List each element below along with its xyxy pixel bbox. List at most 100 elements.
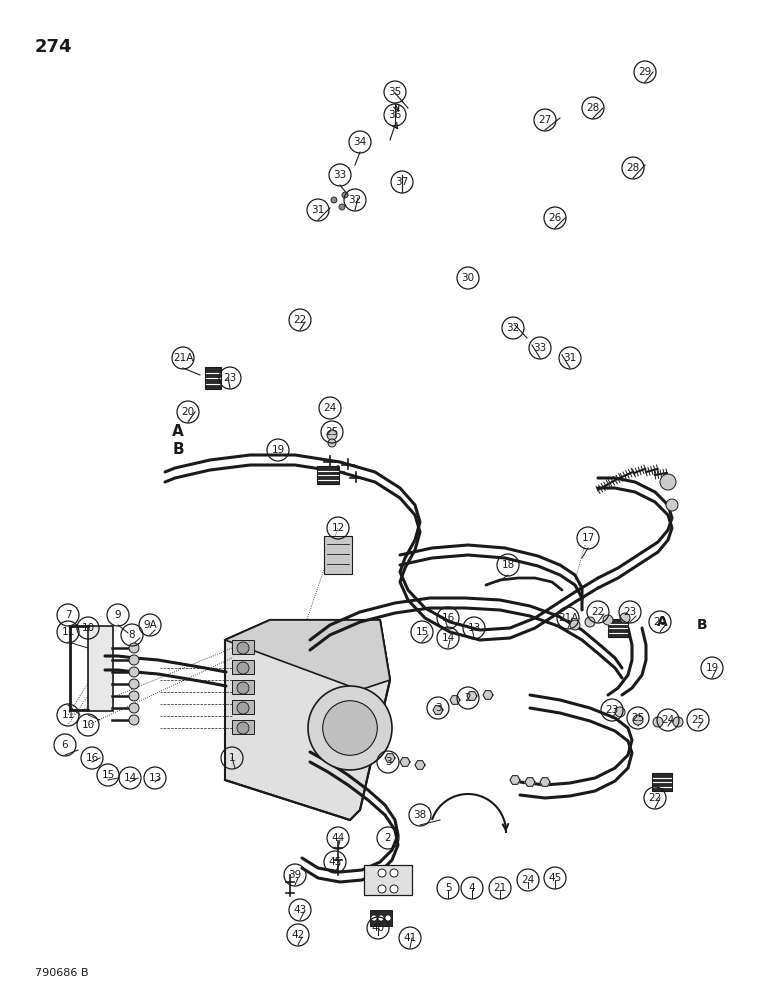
Text: 21A: 21A — [173, 353, 193, 363]
Circle shape — [390, 869, 398, 877]
Polygon shape — [433, 706, 443, 714]
Circle shape — [129, 703, 139, 713]
Circle shape — [327, 430, 337, 440]
Bar — [88, 626, 113, 711]
Circle shape — [339, 204, 345, 210]
Text: 28: 28 — [626, 163, 640, 173]
Text: 23: 23 — [605, 705, 619, 715]
Text: 11: 11 — [62, 710, 75, 720]
Text: 18: 18 — [502, 560, 515, 570]
Circle shape — [378, 869, 386, 877]
Text: 23: 23 — [623, 607, 636, 617]
Bar — [652, 773, 672, 791]
Circle shape — [385, 915, 391, 921]
Polygon shape — [415, 761, 425, 769]
Text: 2: 2 — [465, 693, 471, 703]
Text: 20: 20 — [182, 407, 194, 417]
Text: 21A: 21A — [558, 613, 578, 623]
Text: 11: 11 — [62, 627, 75, 637]
Text: 15: 15 — [101, 770, 115, 780]
Polygon shape — [450, 696, 460, 704]
Text: 30: 30 — [462, 273, 474, 283]
Text: 27: 27 — [538, 115, 551, 125]
Circle shape — [129, 667, 139, 677]
Text: 29: 29 — [638, 67, 651, 77]
Text: 22: 22 — [293, 315, 307, 325]
Text: 19: 19 — [271, 445, 285, 455]
Text: 1: 1 — [229, 753, 236, 763]
Text: 39: 39 — [289, 870, 302, 880]
Text: 2: 2 — [385, 833, 392, 843]
Text: 16: 16 — [441, 613, 455, 623]
Text: 23: 23 — [223, 373, 236, 383]
Text: 43: 43 — [293, 905, 307, 915]
Circle shape — [323, 701, 378, 755]
Circle shape — [615, 707, 625, 717]
Polygon shape — [225, 620, 390, 690]
Bar — [232, 700, 254, 714]
Polygon shape — [400, 758, 410, 766]
Text: 4: 4 — [469, 883, 475, 893]
Text: 31: 31 — [563, 353, 576, 363]
Circle shape — [585, 617, 595, 627]
Circle shape — [331, 197, 337, 203]
Text: 45: 45 — [548, 873, 562, 883]
Text: 22: 22 — [648, 793, 661, 803]
Text: 42: 42 — [292, 930, 305, 940]
Circle shape — [371, 915, 377, 921]
Text: 22: 22 — [591, 607, 604, 617]
Text: 790686 B: 790686 B — [35, 968, 88, 978]
Text: 32: 32 — [506, 323, 519, 333]
Text: 13: 13 — [467, 623, 480, 633]
Text: 19: 19 — [705, 663, 718, 673]
Bar — [232, 720, 254, 734]
Text: 25: 25 — [691, 715, 704, 725]
Text: 24: 24 — [661, 715, 675, 725]
Text: 25: 25 — [325, 427, 339, 437]
Text: 3: 3 — [434, 703, 441, 713]
Circle shape — [129, 643, 139, 653]
Text: 3: 3 — [385, 757, 392, 767]
Text: 9: 9 — [115, 610, 122, 620]
Text: 8: 8 — [129, 630, 135, 640]
Text: 25: 25 — [631, 713, 644, 723]
Text: 10: 10 — [81, 623, 94, 633]
Bar — [205, 367, 221, 389]
Text: 38: 38 — [413, 810, 427, 820]
Text: B: B — [697, 618, 707, 632]
Polygon shape — [525, 778, 535, 786]
Text: 274: 274 — [35, 38, 73, 56]
Polygon shape — [467, 692, 477, 700]
Polygon shape — [540, 778, 550, 786]
Circle shape — [603, 615, 613, 625]
Text: 45: 45 — [328, 857, 342, 867]
Text: 31: 31 — [311, 205, 324, 215]
Circle shape — [129, 715, 139, 725]
Text: 14: 14 — [441, 633, 455, 643]
Circle shape — [237, 662, 249, 674]
Text: 15: 15 — [416, 627, 429, 637]
Text: 33: 33 — [534, 343, 547, 353]
Polygon shape — [510, 776, 520, 784]
Text: 32: 32 — [349, 195, 362, 205]
Text: 9A: 9A — [143, 620, 157, 630]
Text: A: A — [657, 615, 668, 629]
Bar — [317, 466, 339, 484]
Circle shape — [237, 722, 249, 734]
Text: 10: 10 — [81, 720, 94, 730]
Circle shape — [660, 474, 676, 490]
Text: 16: 16 — [85, 753, 98, 763]
Circle shape — [390, 885, 398, 893]
Text: A: A — [172, 424, 184, 440]
Bar — [370, 910, 392, 926]
Text: 7: 7 — [65, 610, 71, 620]
Text: 14: 14 — [123, 773, 136, 783]
Text: 5: 5 — [445, 883, 452, 893]
Circle shape — [570, 620, 580, 630]
Bar — [232, 680, 254, 694]
Circle shape — [129, 655, 139, 665]
Text: 33: 33 — [333, 170, 346, 180]
Bar — [608, 619, 628, 637]
Circle shape — [342, 192, 348, 198]
Circle shape — [237, 702, 249, 714]
